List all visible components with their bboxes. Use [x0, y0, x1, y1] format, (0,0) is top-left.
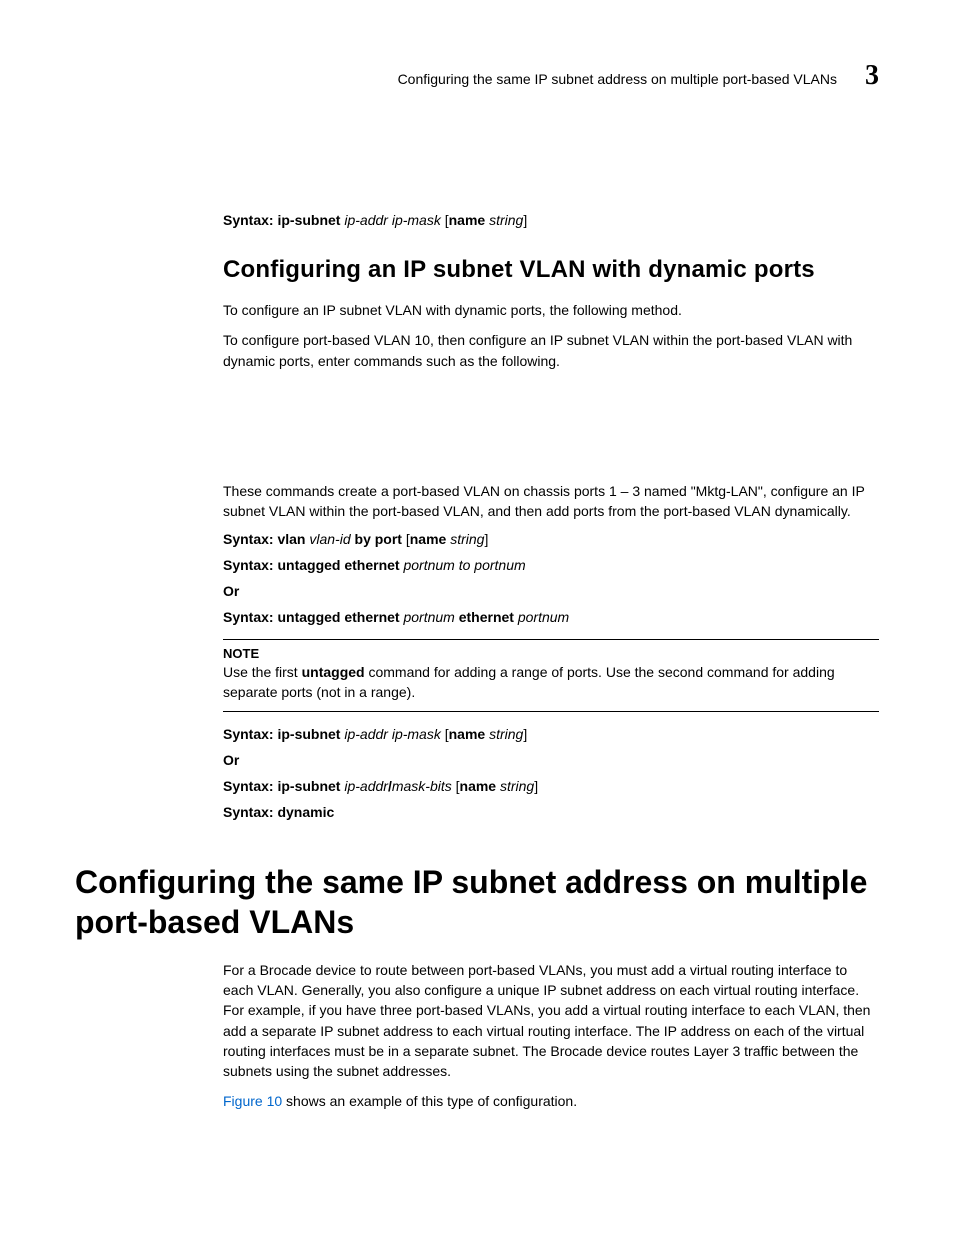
note-text: Use the first	[223, 664, 302, 680]
paragraph-text: shows an example of this type of configu…	[282, 1093, 577, 1109]
syntax-mid: by port	[355, 531, 406, 547]
name-arg: string	[446, 531, 484, 547]
page: Configuring the same IP subnet address o…	[0, 0, 954, 1235]
syntax-cmd: vlan	[277, 531, 305, 547]
chapter-number: 3	[865, 60, 879, 92]
note-bold: untagged	[302, 664, 365, 680]
syntax-mid: ethernet	[459, 609, 514, 625]
running-header-title: Configuring the same IP subnet address o…	[398, 71, 837, 87]
syntax-line-5: Syntax: ip-subnet ip-addr ip-mask [name …	[223, 726, 879, 742]
syntax-line-2: Syntax: vlan vlan-id by port [name strin…	[223, 531, 879, 547]
syntax-label: Syntax:	[223, 609, 277, 625]
bracket: ]	[523, 212, 527, 228]
paragraph: To configure an IP subnet VLAN with dyna…	[223, 300, 879, 320]
content-column: For a Brocade device to route between po…	[223, 960, 879, 1112]
or-separator: Or	[223, 583, 879, 599]
name-keyword: name	[410, 531, 447, 547]
code-gap-placeholder	[223, 381, 879, 471]
syntax-cmd: ip-subnet	[277, 778, 340, 794]
syntax-line-3: Syntax: untagged ethernet portnum to por…	[223, 557, 879, 573]
name-keyword: name	[449, 726, 486, 742]
syntax-line-7: Syntax: dynamic	[223, 804, 879, 820]
or-separator: Or	[223, 752, 879, 768]
name-keyword: name	[449, 212, 486, 228]
bracket: ]	[534, 778, 538, 794]
note-heading: NOTE	[223, 646, 879, 661]
note-body: Use the first untagged command for addin…	[223, 663, 879, 702]
content-column: Syntax: ip-subnet ip-addr ip-mask [name …	[223, 212, 879, 820]
syntax-arg: portnum	[400, 609, 459, 625]
syntax-label: Syntax:	[223, 778, 277, 794]
syntax-cmd: untagged ethernet	[277, 557, 399, 573]
syntax-arg: ip-addr	[340, 778, 387, 794]
syntax-args: portnum to portnum	[400, 557, 526, 573]
syntax-label: Syntax:	[223, 557, 277, 573]
syntax-arg: portnum	[514, 609, 569, 625]
syntax-cmd: ip-subnet	[277, 726, 340, 742]
syntax-args: ip-addr ip-mask	[340, 726, 444, 742]
syntax-args: ip-addr ip-mask	[340, 212, 444, 228]
syntax-cmd: dynamic	[277, 804, 334, 820]
syntax-label: Syntax:	[223, 212, 277, 228]
bracket: ]	[523, 726, 527, 742]
chapter-heading: Configuring the same IP subnet address o…	[75, 862, 879, 942]
figure-link[interactable]: Figure 10	[223, 1093, 282, 1109]
paragraph: For a Brocade device to route between po…	[223, 960, 879, 1082]
section-heading: Configuring an IP subnet VLAN with dynam…	[223, 256, 879, 284]
running-header: Configuring the same IP subnet address o…	[75, 60, 879, 92]
syntax-label: Syntax:	[223, 531, 277, 547]
syntax-line-1: Syntax: ip-subnet ip-addr ip-mask [name …	[223, 212, 879, 228]
name-arg: string	[485, 726, 523, 742]
syntax-arg: vlan-id	[305, 531, 354, 547]
syntax-line-6: Syntax: ip-subnet ip-addr/mask-bits [nam…	[223, 778, 879, 794]
syntax-cmd: ip-subnet	[277, 212, 340, 228]
syntax-label: Syntax:	[223, 726, 277, 742]
name-arg: string	[485, 212, 523, 228]
syntax-label: Syntax:	[223, 804, 277, 820]
paragraph: These commands create a port-based VLAN …	[223, 481, 879, 522]
syntax-line-4: Syntax: untagged ethernet portnum ethern…	[223, 609, 879, 625]
syntax-cmd: untagged ethernet	[277, 609, 399, 625]
bracket: ]	[484, 531, 488, 547]
paragraph: To configure port-based VLAN 10, then co…	[223, 330, 879, 371]
note-box: NOTE Use the first untagged command for …	[223, 639, 879, 711]
syntax-arg: mask-bits	[392, 778, 456, 794]
name-arg: string	[496, 778, 534, 794]
name-keyword: name	[460, 778, 497, 794]
paragraph: Figure 10 shows an example of this type …	[223, 1091, 879, 1111]
